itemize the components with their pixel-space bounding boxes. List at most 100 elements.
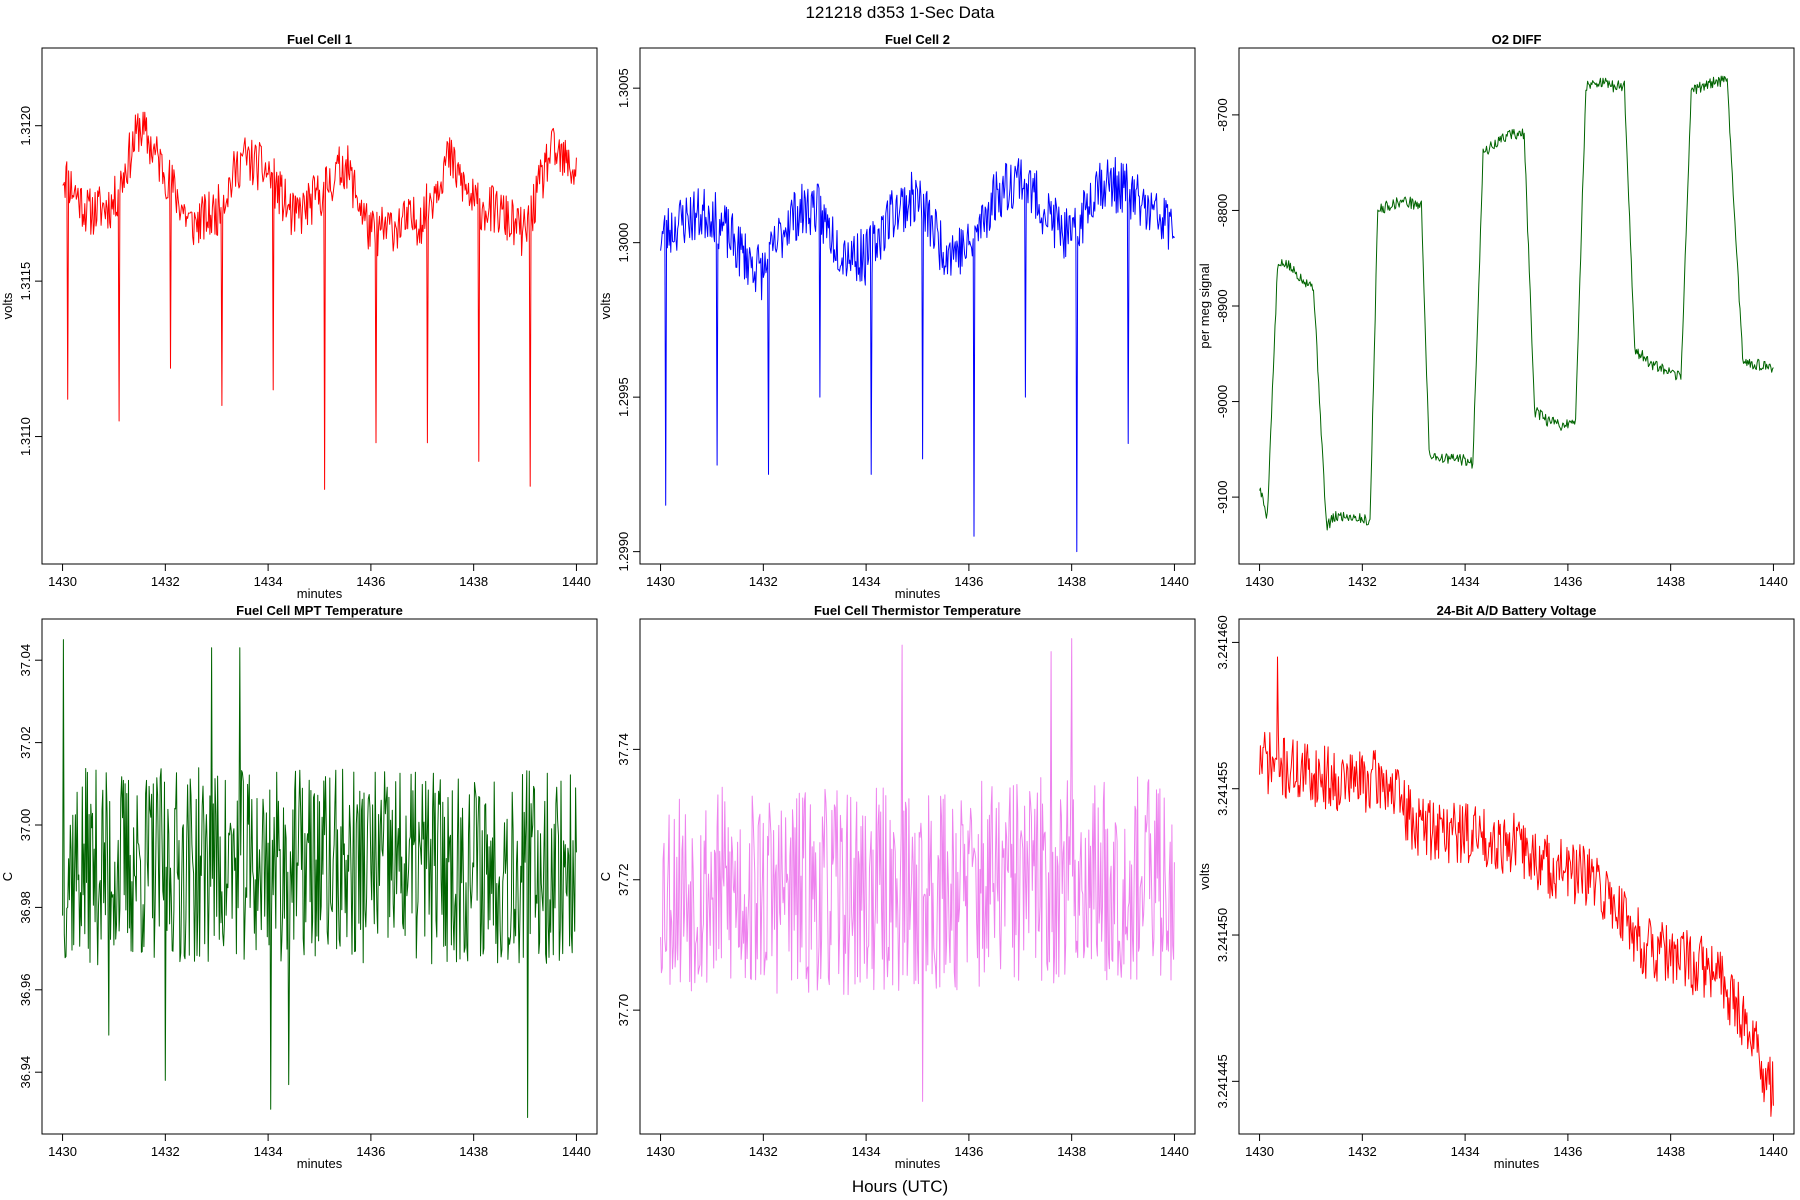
series-line xyxy=(660,157,1175,553)
y-axis-label: volts xyxy=(0,292,15,319)
x-tick-label: 1436 xyxy=(356,1144,385,1159)
y-tick-label: 37.00 xyxy=(18,809,33,842)
x-axis-label: minutes xyxy=(1494,1156,1540,1171)
y-tick-label: 37.72 xyxy=(616,863,631,896)
chart-panel-2: Fuel Cell 2 1430 1432 1434 1436 1438 1440 minut… xyxy=(598,32,1196,601)
y-tick-label: -9100 xyxy=(1215,480,1230,513)
plot-frame xyxy=(1238,47,1795,565)
y-tick-label: -9000 xyxy=(1215,385,1230,418)
chart-panel-4: Fuel Cell MPT Temperature 1430 1432 1434 143… xyxy=(0,603,598,1171)
y-axis-label: volts xyxy=(1197,863,1212,890)
y-tick-label: 3.241460 xyxy=(1215,615,1230,669)
x-tick-label: 1430 xyxy=(1245,574,1274,589)
x-tick-label: 1438 xyxy=(1656,1144,1685,1159)
x-tick-label: 1434 xyxy=(1451,574,1480,589)
panel-title: Fuel Cell MPT Temperature xyxy=(236,603,403,618)
x-tick-label: 1434 xyxy=(852,574,881,589)
y-tick-label: 36.98 xyxy=(18,891,33,924)
x-tick-label: 1432 xyxy=(1348,574,1377,589)
x-tick-label: 1432 xyxy=(749,574,778,589)
x-tick-label: 1432 xyxy=(151,574,180,589)
chart-panel-3: O2 DIFF 1430 1432 1434 1436 1438 1440 -9100 -900… xyxy=(1197,32,1795,589)
chart-panel-6: 24-Bit A/D Battery Voltage 1430 1432 1434 14… xyxy=(1197,603,1795,1171)
plot-frame xyxy=(639,618,1196,1135)
series-line xyxy=(660,638,1175,1102)
x-tick-label: 1438 xyxy=(459,1144,488,1159)
x-tick-label: 1434 xyxy=(1451,1144,1480,1159)
series-line xyxy=(1259,656,1774,1117)
y-tick-label: 37.02 xyxy=(18,726,33,759)
y-axis-label: C xyxy=(0,872,15,881)
x-tick-label: 1434 xyxy=(852,1144,881,1159)
y-axis-label: volts xyxy=(598,292,613,319)
plot-frame xyxy=(41,618,598,1135)
y-tick-label: 37.04 xyxy=(18,644,33,677)
y-tick-label: 36.94 xyxy=(18,1056,33,1089)
chart-panel-1: Fuel Cell 1 1430 1432 1434 1436 1438 1440 minut… xyxy=(0,32,598,601)
y-tick-label: 37.74 xyxy=(616,733,631,766)
y-tick-label: 1.2995 xyxy=(616,377,631,417)
x-tick-label: 1440 xyxy=(1759,1144,1788,1159)
y-tick-label: -8800 xyxy=(1215,194,1230,227)
x-tick-label: 1430 xyxy=(1245,1144,1274,1159)
y-tick-label: 1.3110 xyxy=(18,417,33,456)
panel-title: Fuel Cell Thermistor Temperature xyxy=(814,603,1021,618)
chart-panel-5: Fuel Cell Thermistor Temperature 1430 1432… xyxy=(598,603,1196,1171)
footer-label: Hours (UTC) xyxy=(852,1177,948,1196)
x-tick-label: 1432 xyxy=(1348,1144,1377,1159)
panel-title: 24-Bit A/D Battery Voltage xyxy=(1437,603,1597,618)
x-tick-label: 1436 xyxy=(954,1144,983,1159)
x-tick-label: 1434 xyxy=(254,1144,283,1159)
x-tick-label: 1430 xyxy=(646,574,675,589)
x-tick-label: 1438 xyxy=(1057,1144,1086,1159)
panel-title: Fuel Cell 1 xyxy=(287,32,352,47)
series-line xyxy=(62,111,577,490)
y-tick-label: 1.2990 xyxy=(616,532,631,572)
panel-title: Fuel Cell 2 xyxy=(885,32,950,47)
x-tick-label: 1432 xyxy=(151,1144,180,1159)
x-tick-label: 1440 xyxy=(562,1144,591,1159)
y-tick-label: -8900 xyxy=(1215,289,1230,322)
x-tick-label: 1440 xyxy=(1160,1144,1189,1159)
plot-frame xyxy=(639,47,1196,565)
plot-frame xyxy=(1238,618,1795,1135)
x-tick-label: 1436 xyxy=(1553,1144,1582,1159)
chart-panels: Fuel Cell 1 1430 1432 1434 1436 1438 1440 minut… xyxy=(0,32,1795,1171)
x-tick-label: 1430 xyxy=(48,1144,77,1159)
x-tick-label: 1438 xyxy=(459,574,488,589)
x-tick-label: 1430 xyxy=(646,1144,675,1159)
panel-title: O2 DIFF xyxy=(1492,32,1542,47)
y-tick-label: 1.3000 xyxy=(616,223,631,263)
y-axis-label: per meg signal xyxy=(1197,263,1212,348)
y-tick-label: 3.241455 xyxy=(1215,762,1230,816)
y-tick-label: 37.70 xyxy=(616,994,631,1027)
plot-frame xyxy=(41,47,598,565)
x-axis-label: minutes xyxy=(895,1156,941,1171)
y-tick-label: 1.3120 xyxy=(18,106,33,146)
y-tick-label: 1.3005 xyxy=(616,68,631,108)
y-tick-label: 3.241445 xyxy=(1215,1054,1230,1108)
series-line xyxy=(1259,75,1774,531)
x-tick-label: 1432 xyxy=(749,1144,778,1159)
y-tick-label: 1.3115 xyxy=(18,262,33,301)
x-tick-label: 1436 xyxy=(954,574,983,589)
y-axis-label: C xyxy=(598,872,613,881)
x-tick-label: 1434 xyxy=(254,574,283,589)
x-axis-label: minutes xyxy=(297,586,343,601)
x-tick-label: 1440 xyxy=(1160,574,1189,589)
x-tick-label: 1438 xyxy=(1057,574,1086,589)
y-tick-label: -8700 xyxy=(1215,98,1230,131)
x-axis-label: minutes xyxy=(297,1156,343,1171)
x-tick-label: 1440 xyxy=(562,574,591,589)
series-line xyxy=(62,639,577,1118)
y-tick-label: 36.96 xyxy=(18,974,33,1007)
figure-title: 121218 d353 1-Sec Data xyxy=(805,3,995,22)
x-tick-label: 1430 xyxy=(48,574,77,589)
x-tick-label: 1438 xyxy=(1656,574,1685,589)
x-tick-label: 1436 xyxy=(356,574,385,589)
x-tick-label: 1440 xyxy=(1759,574,1788,589)
y-tick-label: 3.241450 xyxy=(1215,908,1230,962)
x-tick-label: 1436 xyxy=(1553,574,1582,589)
x-axis-label: minutes xyxy=(895,586,941,601)
